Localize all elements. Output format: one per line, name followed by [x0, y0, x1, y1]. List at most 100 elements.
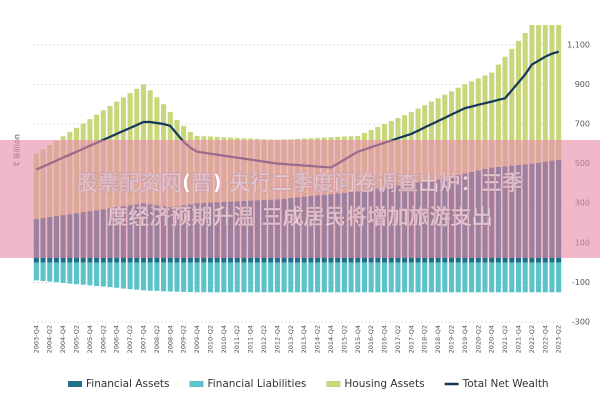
- bar: [529, 25, 535, 164]
- bar: [448, 262, 455, 293]
- x-tick-label: 2013-Q4: [300, 325, 308, 353]
- legend-swatch: [68, 381, 82, 387]
- x-tick-label: 2014-Q2: [314, 325, 322, 353]
- bar: [40, 262, 46, 282]
- x-tick-label: 2011-Q2: [233, 325, 241, 353]
- bar: [469, 81, 475, 172]
- y-tick-label: 900: [575, 80, 590, 89]
- bar: [455, 87, 461, 175]
- bar: [167, 262, 173, 292]
- legend-swatch: [189, 381, 204, 387]
- x-tick-label: 2015-Q4: [354, 325, 362, 353]
- y-tick-label: -300: [572, 318, 590, 327]
- x-tick-label: 2013-Q2: [287, 325, 295, 353]
- bar: [475, 78, 481, 171]
- bar: [161, 262, 167, 292]
- bar: [294, 262, 301, 293]
- bar: [214, 262, 220, 293]
- bar: [529, 262, 535, 293]
- bar: [482, 75, 488, 169]
- x-tick-label: 2009-Q4: [193, 325, 201, 353]
- bar: [47, 262, 53, 282]
- bar: [221, 262, 227, 293]
- x-tick-label: 2008-Q4: [166, 325, 174, 353]
- bar: [489, 72, 495, 168]
- bar: [435, 98, 441, 180]
- bar: [127, 262, 133, 290]
- bar: [187, 262, 193, 293]
- bar: [288, 262, 294, 293]
- bar: [415, 262, 421, 293]
- bar: [227, 262, 234, 293]
- x-tick-label: 2022-Q4: [541, 325, 549, 353]
- bar: [328, 262, 334, 293]
- x-tick-label: 2006-Q4: [113, 325, 121, 353]
- legend-swatch: [326, 381, 341, 387]
- x-tick-label: 2018-Q4: [434, 325, 442, 353]
- bar: [335, 262, 341, 293]
- bar: [448, 91, 455, 177]
- bar: [442, 94, 448, 178]
- bar: [140, 262, 147, 291]
- x-tick-label: 2019-Q4: [461, 325, 469, 353]
- x-tick-label: 2003-Q4: [32, 325, 40, 353]
- x-tick-label: 2012-Q4: [273, 325, 281, 353]
- bar: [469, 262, 475, 293]
- bar: [536, 262, 542, 293]
- x-tick-label: 2004-Q2: [46, 325, 54, 353]
- legend-label: Total Net Wealth: [462, 378, 549, 390]
- x-tick-label: 2008-Q2: [153, 325, 161, 353]
- x-tick-label: 2004-Q4: [59, 325, 67, 353]
- legend-label: Housing Assets: [344, 378, 424, 390]
- x-tick-label: 2018-Q2: [421, 325, 429, 353]
- bar: [368, 262, 374, 293]
- x-tick-label: 2016-Q4: [381, 325, 389, 353]
- bar: [154, 262, 160, 291]
- x-tick-label: 2007-Q2: [126, 325, 134, 353]
- x-tick-label: 2006-Q2: [99, 325, 107, 353]
- bar: [388, 262, 394, 293]
- legend-label: Financial Liabilities: [208, 378, 307, 390]
- bar: [382, 262, 388, 293]
- bar: [174, 262, 180, 292]
- bar: [489, 262, 495, 293]
- bar: [348, 262, 354, 293]
- bar: [455, 262, 461, 293]
- x-tick-label: 2022-Q2: [528, 325, 536, 353]
- bar: [542, 25, 548, 162]
- x-tick-label: 2020-Q2: [474, 325, 482, 353]
- bar: [442, 262, 448, 293]
- bar: [87, 262, 93, 286]
- y-tick-label: 1,100: [567, 40, 590, 49]
- x-tick-label: 2020-Q4: [488, 325, 496, 353]
- y-tick-label: -100: [572, 278, 590, 287]
- bar: [33, 262, 39, 281]
- bar: [495, 262, 501, 293]
- bar: [308, 262, 314, 293]
- bar: [462, 84, 468, 174]
- bar: [549, 262, 555, 293]
- bar: [274, 262, 280, 293]
- x-tick-label: 2017-Q4: [407, 325, 415, 353]
- bar: [207, 262, 213, 293]
- bar: [515, 262, 522, 293]
- x-tick-label: 2005-Q2: [73, 325, 81, 353]
- bar: [201, 262, 207, 293]
- bar: [475, 262, 481, 293]
- x-tick-label: 2014-Q4: [327, 325, 335, 353]
- bar: [248, 262, 254, 293]
- bar: [268, 262, 274, 293]
- bar: [375, 262, 381, 293]
- bar: [515, 40, 522, 165]
- x-tick-label: 2021-Q2: [501, 325, 509, 353]
- bar: [241, 262, 247, 293]
- x-tick-label: 2023-Q2: [555, 325, 563, 353]
- bar: [73, 262, 80, 285]
- banner: [0, 140, 600, 258]
- bar: [80, 262, 86, 285]
- legend-label: Financial Assets: [86, 378, 170, 390]
- bar: [114, 262, 120, 288]
- bar: [428, 262, 434, 293]
- bar: [100, 262, 106, 287]
